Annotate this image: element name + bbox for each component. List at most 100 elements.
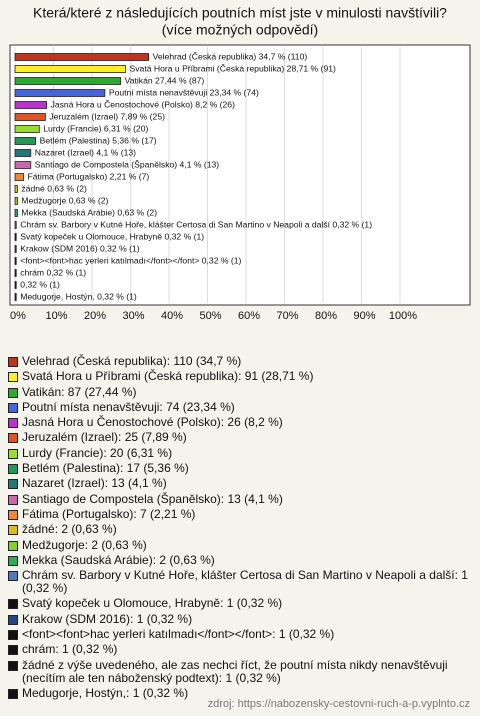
plot-area xyxy=(9,44,471,306)
bar-label: Mekka (Saudská Arábie) 0,63 % (2) xyxy=(21,207,157,217)
bar-label: Svatá Hora u Příbrami (Česká republika) … xyxy=(130,63,336,73)
bar-label: Nazaret (Izrael) 4,1 % (13) xyxy=(35,147,136,157)
bar-label: Svatý kopeček u Olomouce, Hrabyně 0,32 %… xyxy=(20,231,204,241)
legend-item: Jeruzalém (Izrael): 25 (7,89 %) xyxy=(8,431,474,444)
bar xyxy=(14,101,47,109)
legend-label: Medugorje, Hostýn,: 1 (0,32 %) xyxy=(22,685,189,700)
chart-subtitle: (více možných odpovědí) xyxy=(162,22,318,38)
legend-item: Betlém (Palestina): 17 (5,36 %) xyxy=(8,462,474,475)
legend-swatch xyxy=(8,509,18,520)
legend-label: žádné z výše uvedeného, ale zas nechci ř… xyxy=(22,657,448,685)
legend-item: Mekka (Saudská Arábie): 2 (0,63 %) xyxy=(8,552,474,567)
legend-item: Lurdy (Francie): 20 (6,31 %) xyxy=(8,446,474,460)
bar-label: chrám 0,32 % (1) xyxy=(20,267,86,277)
legend-label: Velehrad (Česká republika): 110 (34,7 %) xyxy=(22,354,242,368)
bar xyxy=(14,245,17,253)
bar xyxy=(14,269,17,277)
legend-item: Chrám sv. Barbory v Kutné Hoře, klášter … xyxy=(8,569,474,595)
legend-item: Vatikán: 87 (27,44 %) xyxy=(8,384,474,399)
bar-label: Lurdy (Francie) 6,31 % (20) xyxy=(43,123,148,133)
bar xyxy=(14,173,24,181)
bar-label: Chrám sv. Barbory v Kutné Hoře, klášter … xyxy=(20,219,372,229)
bar-label: Vatikán 27,44 % (87) xyxy=(125,75,205,85)
bar-label: Fátima (Portugalsko) 2,21 % (7) xyxy=(28,171,150,181)
legend-swatch xyxy=(8,479,18,490)
legend-swatch xyxy=(8,387,18,398)
legend-item: Fátima (Portugalsko): 7 (2,21 %) xyxy=(8,506,474,521)
legend-swatch xyxy=(8,402,18,413)
bar-label: Velehrad (Česká republika) 34,7 % (110) xyxy=(153,51,308,61)
x-tick-label: 70% xyxy=(276,310,298,322)
bar xyxy=(14,53,149,61)
x-tick-label: 20% xyxy=(84,310,106,322)
x-tick-label: 30% xyxy=(122,310,144,322)
bar-label: Medugorje, Hostýn, 0,32 % (1) xyxy=(20,291,137,301)
bar xyxy=(14,89,106,97)
legend-swatch xyxy=(8,525,18,536)
legend-item: Svatá Hora u Příbrami (Česká republika):… xyxy=(8,370,474,383)
bar-label: <font><font>hac yerleri katılmadı</font>… xyxy=(20,255,241,265)
legend-swatch xyxy=(8,418,18,429)
legend-item: Velehrad (Česká republika): 110 (34,7 %) xyxy=(8,355,474,368)
x-tick-label: 90% xyxy=(353,310,375,322)
legend-item: Santiago de Compostela (Španělsko): 13 (… xyxy=(8,491,474,506)
legend-swatch xyxy=(8,630,18,641)
x-tick-label: 60% xyxy=(238,310,260,322)
bar xyxy=(14,65,126,73)
bar xyxy=(14,113,46,121)
legend-swatch xyxy=(8,494,18,505)
legend-swatch xyxy=(8,464,18,475)
legend-item: Krakow (SDM 2016): 1 (0,32 %) xyxy=(8,612,474,626)
legend-item: Jasná Hora u Čenostochové (Polsko): 26 (… xyxy=(8,416,474,429)
legend-swatch xyxy=(8,433,18,444)
legend-label: Mekka (Saudská Arábie): 2 (0,63 %) xyxy=(22,552,215,567)
legend-label: Betlém (Palestina): 17 (5,36 %) xyxy=(22,461,189,476)
legend-item: žádné z výše uvedeného, ale zas nechci ř… xyxy=(8,657,474,685)
bar xyxy=(14,161,32,169)
bar-label: Jasná Hora u Čenostochové (Polsko) 8,2 %… xyxy=(51,99,236,109)
legend-label: Svatá Hora u Příbrami (Česká republika):… xyxy=(22,369,314,384)
bar xyxy=(14,221,17,229)
x-tick-label: 100% xyxy=(389,310,417,322)
legend-swatch xyxy=(8,448,18,459)
legend-swatch xyxy=(8,660,18,671)
bar-label: Santiago de Compostela (Španělsko) 4,1 %… xyxy=(35,159,220,169)
x-tick-label: 0% xyxy=(10,310,26,322)
legend-label: Jasná Hora u Čenostochové (Polsko): 26 (… xyxy=(22,415,283,430)
legend-label: Chrám sv. Barbory v Kutné Hoře, klášter … xyxy=(22,568,468,596)
bar-label: Jeruzalém (Izrael) 7,89 % (25) xyxy=(49,111,165,121)
bar-label: Poutní místa nenavštěvuji 23,34 % (74) xyxy=(109,87,259,97)
chart-title: Která/které z následujících poutních mís… xyxy=(33,5,447,21)
source: zdroj: https://nabozensky-cestovni-ruch-… xyxy=(207,698,470,710)
legend-swatch xyxy=(8,540,18,551)
legend-label: Santiago de Compostela (Španělsko): 13 (… xyxy=(22,491,283,506)
bar xyxy=(14,209,18,217)
legend-label: Jeruzalém (Izrael): 25 (7,89 %) xyxy=(22,430,187,445)
legend-swatch xyxy=(8,555,18,566)
bar xyxy=(14,197,18,205)
bar-label: žádné 0,63 % (2) xyxy=(21,183,87,193)
legend-item: Poutní místa nenavštěvuji: 74 (23,34 %) xyxy=(8,399,474,414)
legend-label: Vatikán: 87 (27,44 %) xyxy=(22,384,137,399)
x-tick-label: 80% xyxy=(315,310,337,322)
bar-label: 0,32 % (1) xyxy=(20,279,60,289)
bar-label: Betlém (Palestina) 5,36 % (17) xyxy=(40,135,157,145)
legend-swatch xyxy=(8,688,18,699)
legend-label: <font><font>hac yerleri katılmadı</font>… xyxy=(22,627,335,642)
x-tick-label: 10% xyxy=(45,310,67,322)
legend-label: chrám: 1 (0,32 %) xyxy=(22,642,118,657)
legend-item: žádné: 2 (0,63 %) xyxy=(8,523,474,536)
bar-label: Krakow (SDM 2016) 0,32 % (1) xyxy=(20,243,140,253)
bar xyxy=(14,149,32,157)
bar xyxy=(14,233,17,241)
legend-swatch xyxy=(8,571,18,582)
legend-label: Fátima (Portugalsko): 7 (2,21 %) xyxy=(22,506,196,521)
legend-label: Nazaret (Izrael): 13 (4,1 %) xyxy=(22,476,167,491)
legend-item: Svatý kopeček u Olomouce, Hrabyně: 1 (0,… xyxy=(8,597,474,610)
legend-swatch xyxy=(8,357,18,367)
legend: Velehrad (Česká republika): 110 (34,7 %)… xyxy=(8,355,474,702)
legend-label: Poutní místa nenavštěvuji: 74 (23,34 %) xyxy=(22,399,235,414)
legend-swatch xyxy=(8,614,18,625)
bar xyxy=(14,293,17,301)
